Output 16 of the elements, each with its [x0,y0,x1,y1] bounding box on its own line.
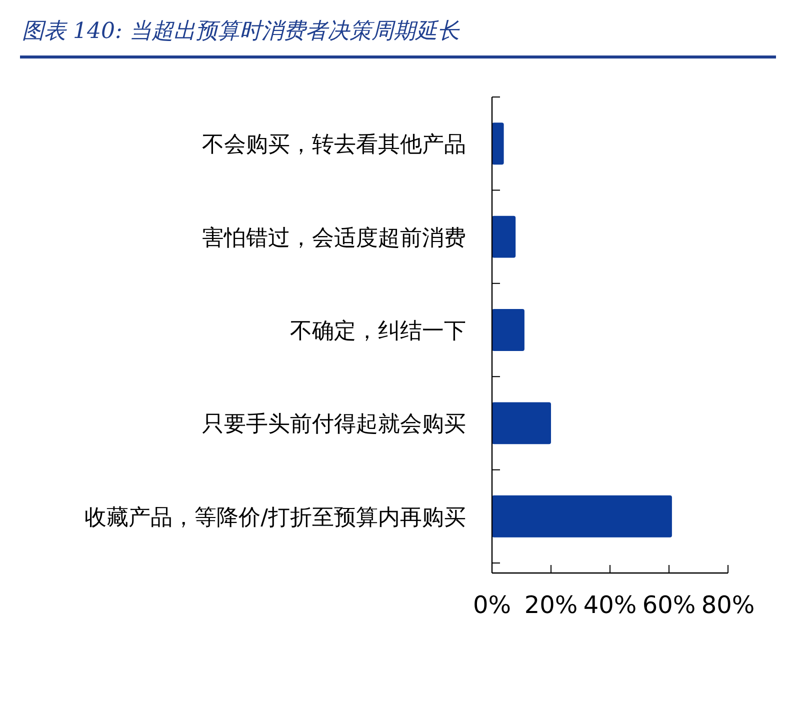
bar [492,309,524,351]
x-tick-label: 20% [524,591,578,619]
x-tick-label: 60% [642,591,696,619]
bar [492,402,551,444]
y-tick-label: 不确定，纠结一下 [290,319,466,344]
bar [492,495,672,538]
x-tick-label: 80% [701,591,755,619]
text: 图表 140: 当超出预算时消费者决策周期延长 [22,19,460,44]
bar [492,216,516,258]
x-tick-label: 0% [472,591,512,619]
y-tick-label: 不会购买，转去看其他产品 [202,132,466,158]
y-tick-label: 害怕错过，会适度超前消费 [202,226,466,251]
y-tick-label: 收藏产品，等降价/打折至预算内再购买 [84,505,466,530]
bar [492,122,504,165]
y-tick-label: 只要手头前付得起就会购买 [202,412,466,438]
x-tick-label: 40% [583,591,637,619]
